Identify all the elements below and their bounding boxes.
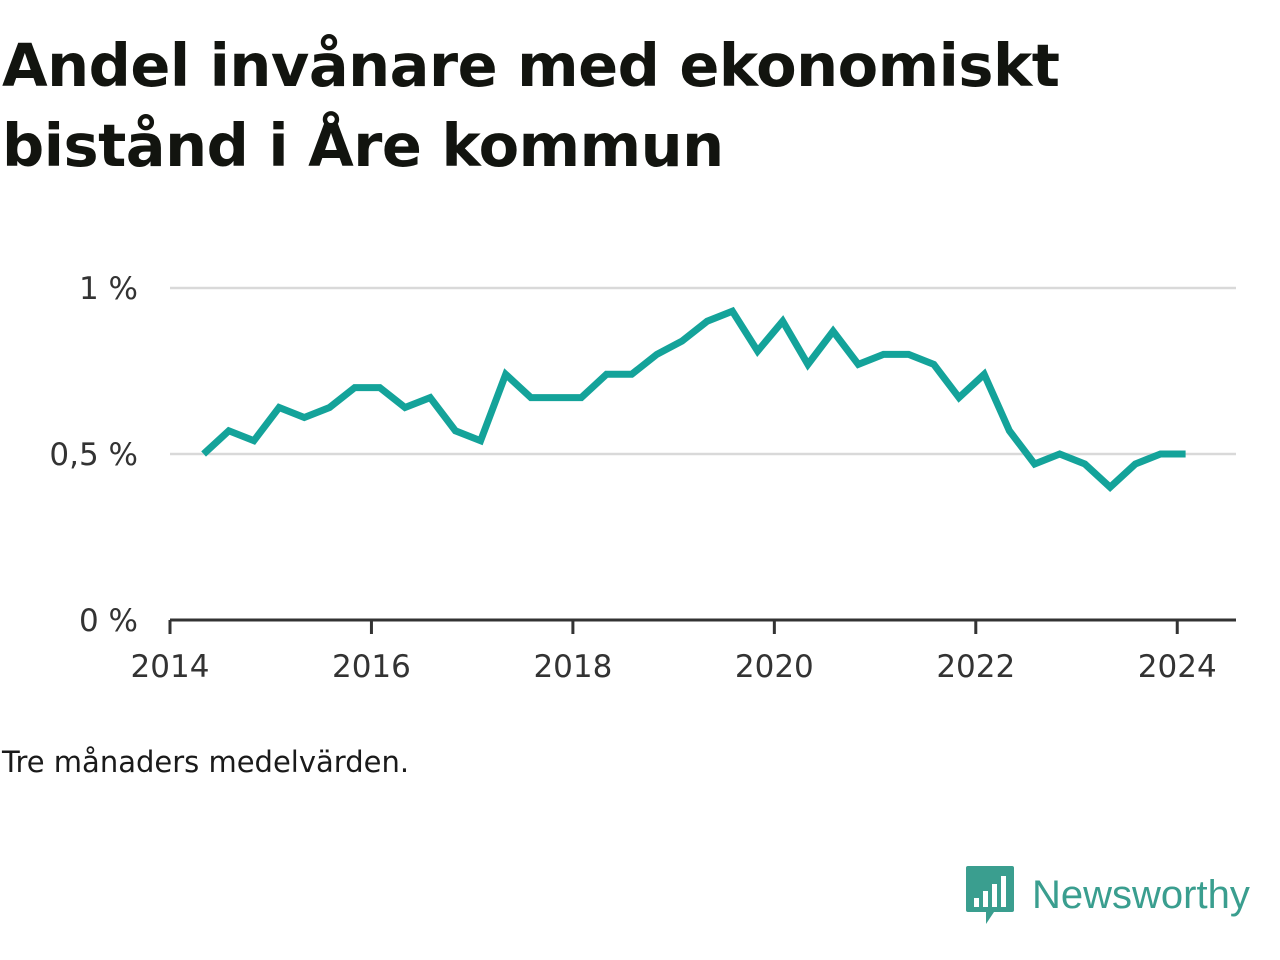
chart-title: Andel invånare med ekonomiskt bistånd i …	[2, 31, 1060, 180]
newsworthy-logo-icon	[966, 866, 1014, 924]
grid-lines	[170, 286, 1236, 456]
brand-logo[interactable]: Newsworthy	[964, 862, 1250, 928]
x-axis-labels: 2014 2016 2018 2020 2022 2024	[131, 649, 1217, 685]
series-line	[201, 306, 1186, 492]
x-axis	[168, 618, 1236, 634]
x-tick-label: 2018	[533, 649, 612, 685]
line-chart: 0 % 0,5 % 1 % 2014 2016 2018 2020 2022 2024	[49, 271, 1236, 685]
x-tick-label: 2014	[131, 649, 210, 685]
x-tick-label: 2020	[735, 649, 814, 685]
y-axis-labels: 0 % 0,5 % 1 %	[49, 271, 138, 639]
series-layer	[201, 306, 1186, 492]
y-tick-label: 1 %	[79, 271, 138, 307]
y-tick-label: 0 %	[79, 603, 138, 639]
x-tick-label: 2016	[332, 649, 411, 685]
brand-name: Newsworthy	[1032, 873, 1250, 917]
x-tick-label: 2022	[936, 649, 1015, 685]
y-tick-label: 0,5 %	[49, 437, 138, 473]
x-tick-label: 2024	[1138, 649, 1217, 685]
chart-note: Tre månaders medelvärden.	[2, 745, 410, 779]
